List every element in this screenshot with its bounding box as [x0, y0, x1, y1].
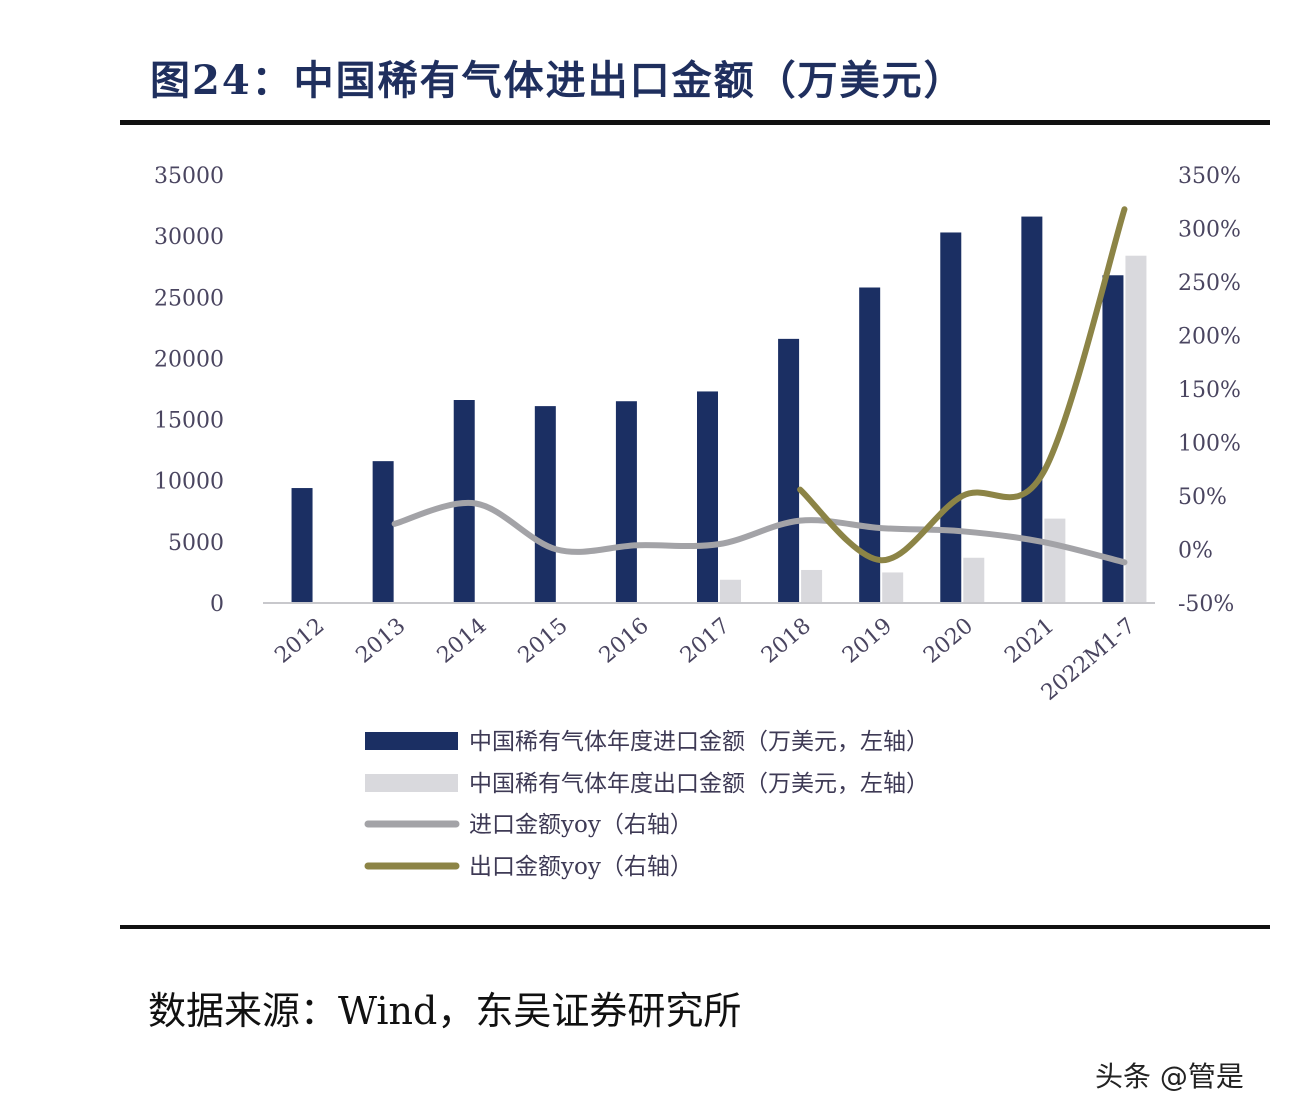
legend-swatch [365, 774, 458, 792]
import-bar [697, 391, 718, 603]
chart-title: 图24：中国稀有气体进出口金额（万美元） [150, 57, 966, 104]
import-bar [534, 406, 556, 603]
right-tick-label: 100% [1178, 432, 1241, 457]
import-yoy-line [391, 499, 1128, 566]
legend-swatch [365, 732, 458, 750]
right-tick-label: 50% [1178, 485, 1227, 510]
x-tick-label: 2013 [352, 613, 411, 668]
export-yoy-line [797, 206, 1128, 564]
left-tick-label: 5000 [168, 531, 224, 556]
export-bar [963, 557, 985, 603]
import-bar [1102, 275, 1124, 603]
import-bar [615, 401, 637, 603]
left-tick-label: 15000 [154, 409, 224, 434]
legend-label: 进口金额yoy（右轴） [469, 812, 693, 838]
x-tick-label: 2019 [838, 613, 897, 668]
left-tick-label: 25000 [154, 286, 224, 311]
source-note: 数据来源：Wind，东吴证券研究所 [148, 989, 742, 1033]
x-tick-label: 2016 [595, 613, 654, 668]
left-axis-ticks: 0 5000 10000 15000 20000 25000 30000 35000 [154, 164, 224, 617]
right-tick-label: 150% [1178, 378, 1241, 403]
export-bar [882, 572, 904, 603]
yoy-lines [391, 206, 1128, 566]
left-tick-label: 35000 [154, 164, 224, 189]
watermark: 头条 @管是 [1095, 1060, 1244, 1093]
legend: 中国稀有气体年度进口金额（万美元，左轴） 中国稀有气体年度出口金额（万美元，左轴）… [364, 729, 929, 880]
right-axis-ticks: -50% 0% 50% 100% 150% 200% 250% 300% 350% [1178, 164, 1241, 617]
bottom-rule [120, 925, 1270, 929]
export-bar [801, 569, 823, 603]
legend-label: 出口金额yoy（右轴） [469, 854, 693, 880]
legend-label: 中国稀有气体年度进口金额（万美元，左轴） [469, 729, 929, 755]
top-rule [120, 120, 1270, 125]
export-bar [1044, 518, 1066, 603]
import-bar [1021, 216, 1043, 603]
export-bar [1125, 255, 1147, 604]
x-tick-label: 2020 [919, 613, 978, 668]
right-tick-label: 300% [1178, 218, 1241, 243]
x-tick-label: 2015 [514, 613, 573, 668]
x-tick-label: 2012 [270, 613, 329, 668]
left-tick-label: 20000 [154, 347, 224, 372]
import-bar [372, 461, 394, 603]
legend-label: 中国稀有气体年度出口金额（万美元，左轴） [469, 771, 929, 797]
left-tick-label: 10000 [154, 470, 224, 495]
right-tick-label: 200% [1178, 325, 1241, 350]
x-axis-ticks: 2012 2013 2014 2015 2016 2017 2018 2019 2020 2021… [270, 613, 1140, 705]
x-tick-label: 2014 [433, 613, 492, 668]
x-tick-label: 2021 [1000, 613, 1059, 668]
left-tick-label: 0 [210, 592, 224, 617]
right-tick-label: 250% [1178, 271, 1241, 296]
import-bar [778, 338, 800, 603]
export-bar [720, 579, 741, 603]
import-bar [940, 232, 962, 603]
right-tick-label: -50% [1178, 592, 1234, 617]
x-tick-label: 2018 [757, 613, 816, 668]
right-tick-label: 350% [1178, 164, 1241, 189]
left-tick-label: 30000 [154, 225, 224, 250]
x-tick-label: 2017 [676, 613, 735, 668]
import-bar [291, 488, 313, 603]
right-tick-label: 0% [1178, 539, 1213, 564]
